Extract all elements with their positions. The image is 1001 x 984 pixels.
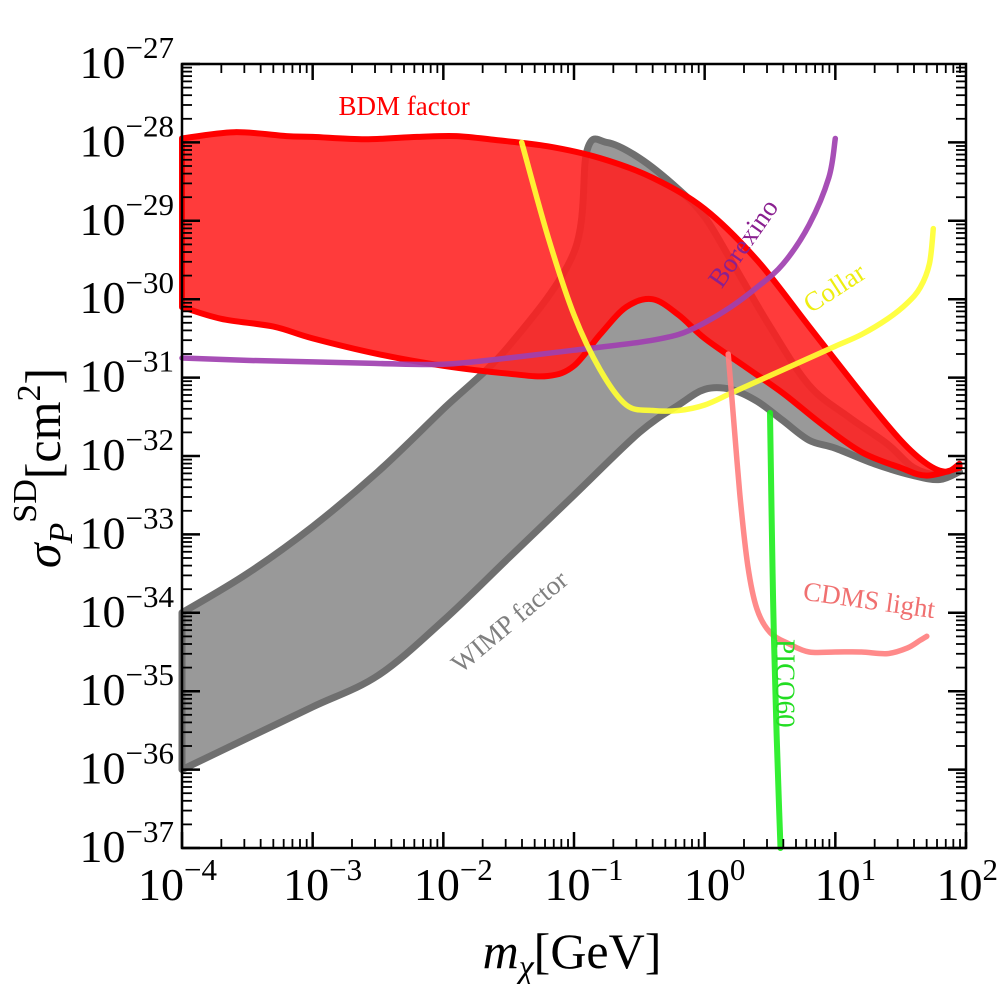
plot-frame xyxy=(180,62,968,850)
y-tick-label: 10−35 xyxy=(80,657,174,715)
y-tick-label: 10−28 xyxy=(80,108,174,166)
pico60-label: PICO60 xyxy=(771,639,801,728)
y-tick-label: 10−31 xyxy=(80,344,174,402)
borexino-line xyxy=(179,135,839,368)
x-tick-label: 101 xyxy=(815,852,877,910)
y-tick-label: 10−27 xyxy=(80,30,174,88)
y-tick-label: 10−30 xyxy=(80,265,174,323)
lines-layer xyxy=(179,135,937,851)
collar-label: Collar xyxy=(798,257,871,319)
y-tick-label: 10−36 xyxy=(80,736,174,794)
x-tick-label: 10−1 xyxy=(545,852,624,910)
x-tick-label: 102 xyxy=(937,852,999,910)
bdm-factor-label: BDM factor xyxy=(339,91,470,121)
y-tick-label: 10−29 xyxy=(80,187,174,245)
x-tick-label: 100 xyxy=(684,852,746,910)
y-tick-label: 10−33 xyxy=(80,500,174,558)
collar-line xyxy=(518,139,937,414)
y-tick-label: 10−34 xyxy=(80,579,175,637)
cdms-light-label: CDMS light xyxy=(801,576,937,624)
bands-layer xyxy=(178,129,963,774)
x-tick-label: 10−3 xyxy=(283,852,362,910)
x-tick-label: 10−4 xyxy=(138,852,217,910)
tick-labels: 10−4 10−3 10−2 10−1 100 101 102 10−37 10−36 10−35… xyxy=(80,30,998,910)
cdms-light-line xyxy=(725,351,930,657)
y-tick-label: 10−37 xyxy=(80,814,174,872)
pico60-line xyxy=(767,409,784,851)
x-tick-label: 10−2 xyxy=(414,852,493,910)
x-axis-title: mχ[GeV] xyxy=(483,923,662,984)
y-axis-title: σPSD[cm2] xyxy=(7,368,80,568)
y-tick-label: 10−32 xyxy=(80,422,174,480)
